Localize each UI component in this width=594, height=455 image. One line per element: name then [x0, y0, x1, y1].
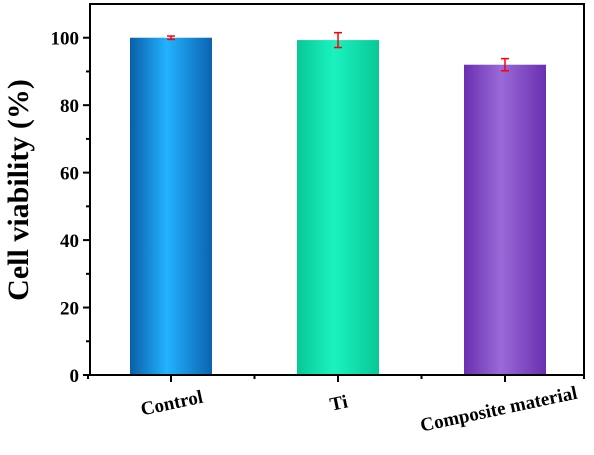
- y-tick-label: 100: [51, 29, 80, 50]
- bar-control: [130, 37, 212, 376]
- x-axis-ticks: Control Ti Composite material: [87, 375, 585, 437]
- bar-composite-material: [464, 64, 546, 375]
- x-category-label: Control: [139, 387, 205, 421]
- y-tick-label: 40: [60, 231, 79, 252]
- y-axis-title: Cell viability (%): [2, 79, 35, 301]
- x-category-label: Composite material: [418, 383, 579, 437]
- y-tick-label: 20: [60, 299, 79, 320]
- bar-ti: [297, 40, 379, 375]
- y-axis-ticks: 0 20 40 60 80 100: [51, 29, 90, 387]
- error-bars-group: [167, 31, 509, 72]
- y-tick-label: 80: [60, 96, 79, 117]
- x-category-label: Ti: [328, 392, 350, 416]
- bars-group: [130, 37, 546, 376]
- y-tick-label: 0: [70, 366, 80, 387]
- y-tick-label: 60: [60, 164, 79, 185]
